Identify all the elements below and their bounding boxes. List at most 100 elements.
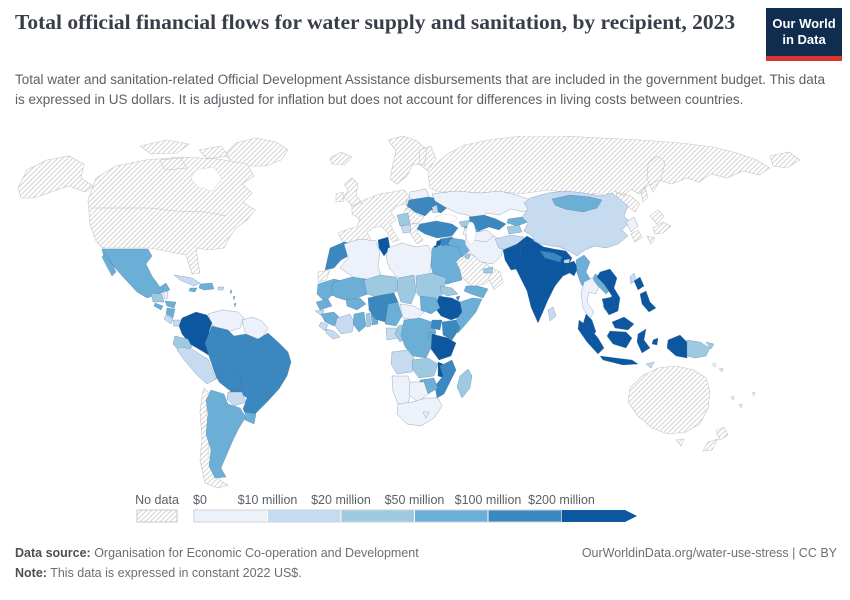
country-indonesia[interactable] — [577, 319, 688, 366]
legend-tick-0: $0 — [193, 493, 207, 507]
country-australia[interactable] — [627, 365, 711, 447]
country-ghana[interactable] — [352, 311, 367, 333]
country-mozambique[interactable] — [434, 359, 457, 399]
country-timor-leste[interactable] — [645, 361, 655, 369]
legend-segment-5-arrow[interactable] — [561, 510, 638, 522]
country-uganda[interactable] — [430, 319, 443, 331]
owid-logo-box: Our World in Data — [766, 8, 842, 56]
country-puerto-rico[interactable] — [217, 286, 225, 291]
region-pacific-islands[interactable] — [711, 362, 756, 409]
country-liberia[interactable] — [325, 328, 341, 340]
country-oman[interactable] — [488, 267, 504, 291]
legend-segment-1[interactable] — [267, 509, 342, 523]
country-bangladesh[interactable] — [565, 260, 579, 277]
country-lesotho[interactable] — [422, 411, 430, 419]
country-moldova[interactable] — [431, 204, 439, 214]
legend-segment-3[interactable] — [414, 509, 489, 523]
country-senegal[interactable] — [315, 298, 333, 311]
country-namibia[interactable] — [391, 375, 413, 407]
country-zambia[interactable] — [411, 357, 439, 379]
data-source-line: Data source: Organisation for Economic C… — [15, 546, 837, 560]
region-northern-europe[interactable] — [387, 135, 437, 185]
country-iceland[interactable] — [329, 151, 353, 166]
country-russia[interactable] — [427, 135, 801, 213]
country-tajikistan[interactable] — [506, 224, 523, 235]
country-south-korea[interactable] — [630, 229, 643, 243]
country-sri-lanka[interactable] — [547, 306, 557, 322]
country-guatemala[interactable] — [150, 292, 165, 303]
country-central-african-republic[interactable] — [399, 303, 425, 321]
country-yemen[interactable] — [463, 285, 489, 299]
country-kyrgyzstan[interactable] — [506, 216, 529, 227]
country-kazakhstan[interactable] — [431, 190, 535, 220]
country-north-korea[interactable] — [625, 216, 639, 233]
country-mongolia[interactable] — [551, 194, 603, 213]
country-angola[interactable] — [390, 349, 415, 375]
region-western-europe[interactable] — [335, 177, 410, 249]
country-bhutan[interactable] — [563, 258, 571, 264]
country-democratic-republic-of-congo[interactable] — [400, 317, 437, 359]
country-cambodia[interactable] — [601, 296, 617, 311]
country-south-sudan[interactable] — [419, 295, 441, 315]
owid-logo[interactable]: Our World in Data — [766, 8, 842, 61]
country-ivory-coast[interactable] — [334, 313, 355, 335]
legend-no-data-label: No data — [135, 493, 179, 507]
region-lesser-antilles[interactable] — [229, 289, 237, 308]
country-jamaica[interactable] — [188, 287, 198, 293]
country-united-arab-emirates[interactable] — [482, 266, 494, 274]
region-serbia-bosnia[interactable] — [396, 212, 411, 227]
country-bolivia[interactable] — [213, 366, 243, 391]
country-haiti-dominican-republic[interactable] — [198, 282, 215, 291]
country-djibouti[interactable] — [455, 295, 461, 302]
country-kuwait[interactable] — [464, 253, 471, 260]
legend-tick-4: $100 million — [455, 493, 522, 507]
country-turkey[interactable] — [416, 220, 459, 239]
region-albania-north-macedonia[interactable] — [400, 224, 412, 234]
country-el-salvador[interactable] — [153, 302, 164, 311]
country-botswana[interactable] — [408, 381, 429, 403]
country-tanzania[interactable] — [430, 333, 457, 361]
legend-no-data-swatch[interactable] — [136, 509, 178, 523]
note-label: Note: — [15, 566, 47, 580]
country-niger[interactable] — [363, 274, 401, 299]
country-eritrea[interactable] — [439, 285, 459, 297]
country-nepal[interactable] — [539, 250, 563, 263]
country-somalia[interactable] — [455, 297, 483, 334]
country-mexico[interactable] — [101, 248, 171, 299]
country-peru[interactable] — [176, 346, 217, 385]
country-japan[interactable] — [646, 209, 672, 245]
owid-url-license[interactable]: OurWorldinData.org/water-use-stress | CC… — [581, 546, 837, 560]
black-sea — [434, 214, 458, 223]
country-honduras[interactable] — [164, 300, 177, 309]
map-legend: No data $0 $10 million $20 million $50 m… — [0, 492, 850, 535]
country-argentina[interactable] — [205, 389, 247, 479]
legend-segment-2[interactable] — [340, 509, 415, 523]
country-cameroon[interactable] — [384, 301, 403, 327]
country-togo[interactable] — [365, 312, 372, 328]
legend-segment-4[interactable] — [487, 509, 562, 523]
country-philippines[interactable] — [633, 276, 657, 313]
country-brazil[interactable] — [204, 325, 292, 420]
country-western-sahara[interactable] — [317, 269, 331, 283]
country-china[interactable] — [521, 190, 631, 257]
country-mali[interactable] — [330, 276, 369, 301]
country-kenya[interactable] — [441, 319, 461, 341]
country-chad[interactable] — [396, 274, 417, 305]
country-cuba[interactable] — [173, 274, 201, 287]
legend-tick-1: $10 million — [238, 493, 298, 507]
us-canada-border — [90, 207, 227, 217]
country-lebanon[interactable] — [435, 239, 442, 247]
country-nicaragua[interactable] — [165, 307, 176, 319]
country-paraguay[interactable] — [226, 391, 247, 407]
country-madagascar[interactable] — [456, 368, 473, 399]
country-burkina-faso[interactable] — [345, 297, 367, 311]
country-iraq[interactable] — [447, 237, 471, 258]
legend-segment-0[interactable] — [193, 509, 268, 523]
country-south-africa[interactable] — [396, 397, 443, 427]
country-papua-new-guinea[interactable] — [686, 339, 715, 359]
chart-subtitle: Total water and sanitation-related Offic… — [15, 72, 825, 107]
country-costa-rica[interactable] — [163, 314, 174, 325]
country-belize[interactable] — [163, 290, 169, 300]
country-new-zealand[interactable] — [702, 426, 729, 452]
country-uruguay[interactable] — [244, 411, 257, 425]
